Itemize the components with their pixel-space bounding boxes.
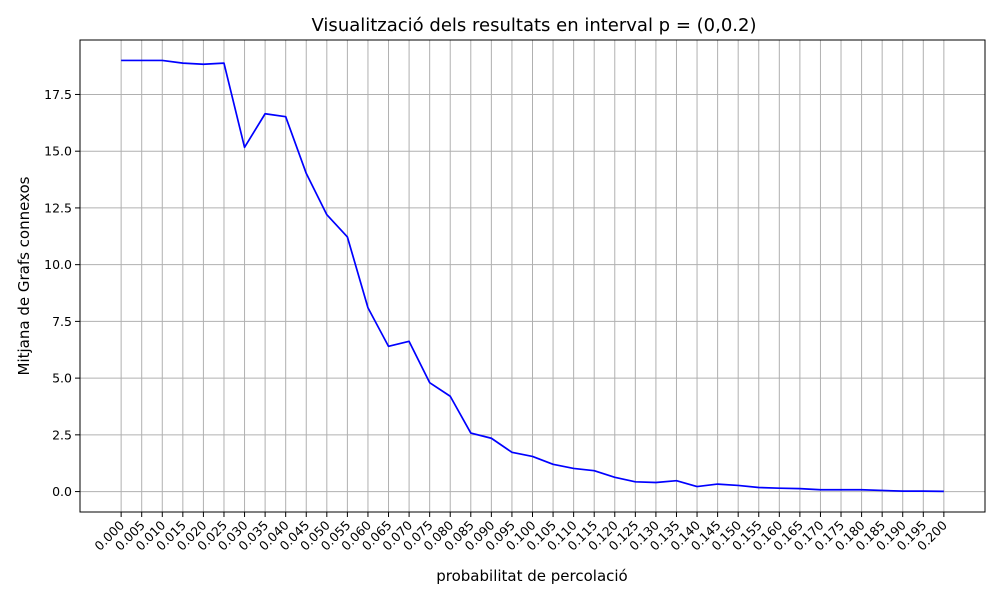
y-tick-label: 0.0: [52, 484, 72, 499]
y-tick-label: 10.0: [44, 257, 72, 272]
x-axis-label: probabilitat de percolació: [436, 567, 627, 585]
y-tick-label: 15.0: [44, 144, 72, 159]
y-tick-label: 7.5: [52, 314, 72, 329]
series-layer: [121, 59, 944, 493]
y-tick-label: 12.5: [44, 200, 72, 215]
y-tick-label: 17.5: [44, 87, 72, 102]
series-line: [121, 59, 944, 493]
y-axis-label: Mitjana de Grafs connexos: [15, 176, 33, 375]
grid: [80, 40, 985, 512]
chart-title: Visualització dels resultats en interval…: [312, 15, 757, 36]
y-tick-label: 5.0: [52, 371, 72, 386]
y-tick-label: 2.5: [52, 427, 72, 442]
ticks: 0.0000.0050.0100.0150.0200.0250.0300.035…: [44, 87, 950, 553]
